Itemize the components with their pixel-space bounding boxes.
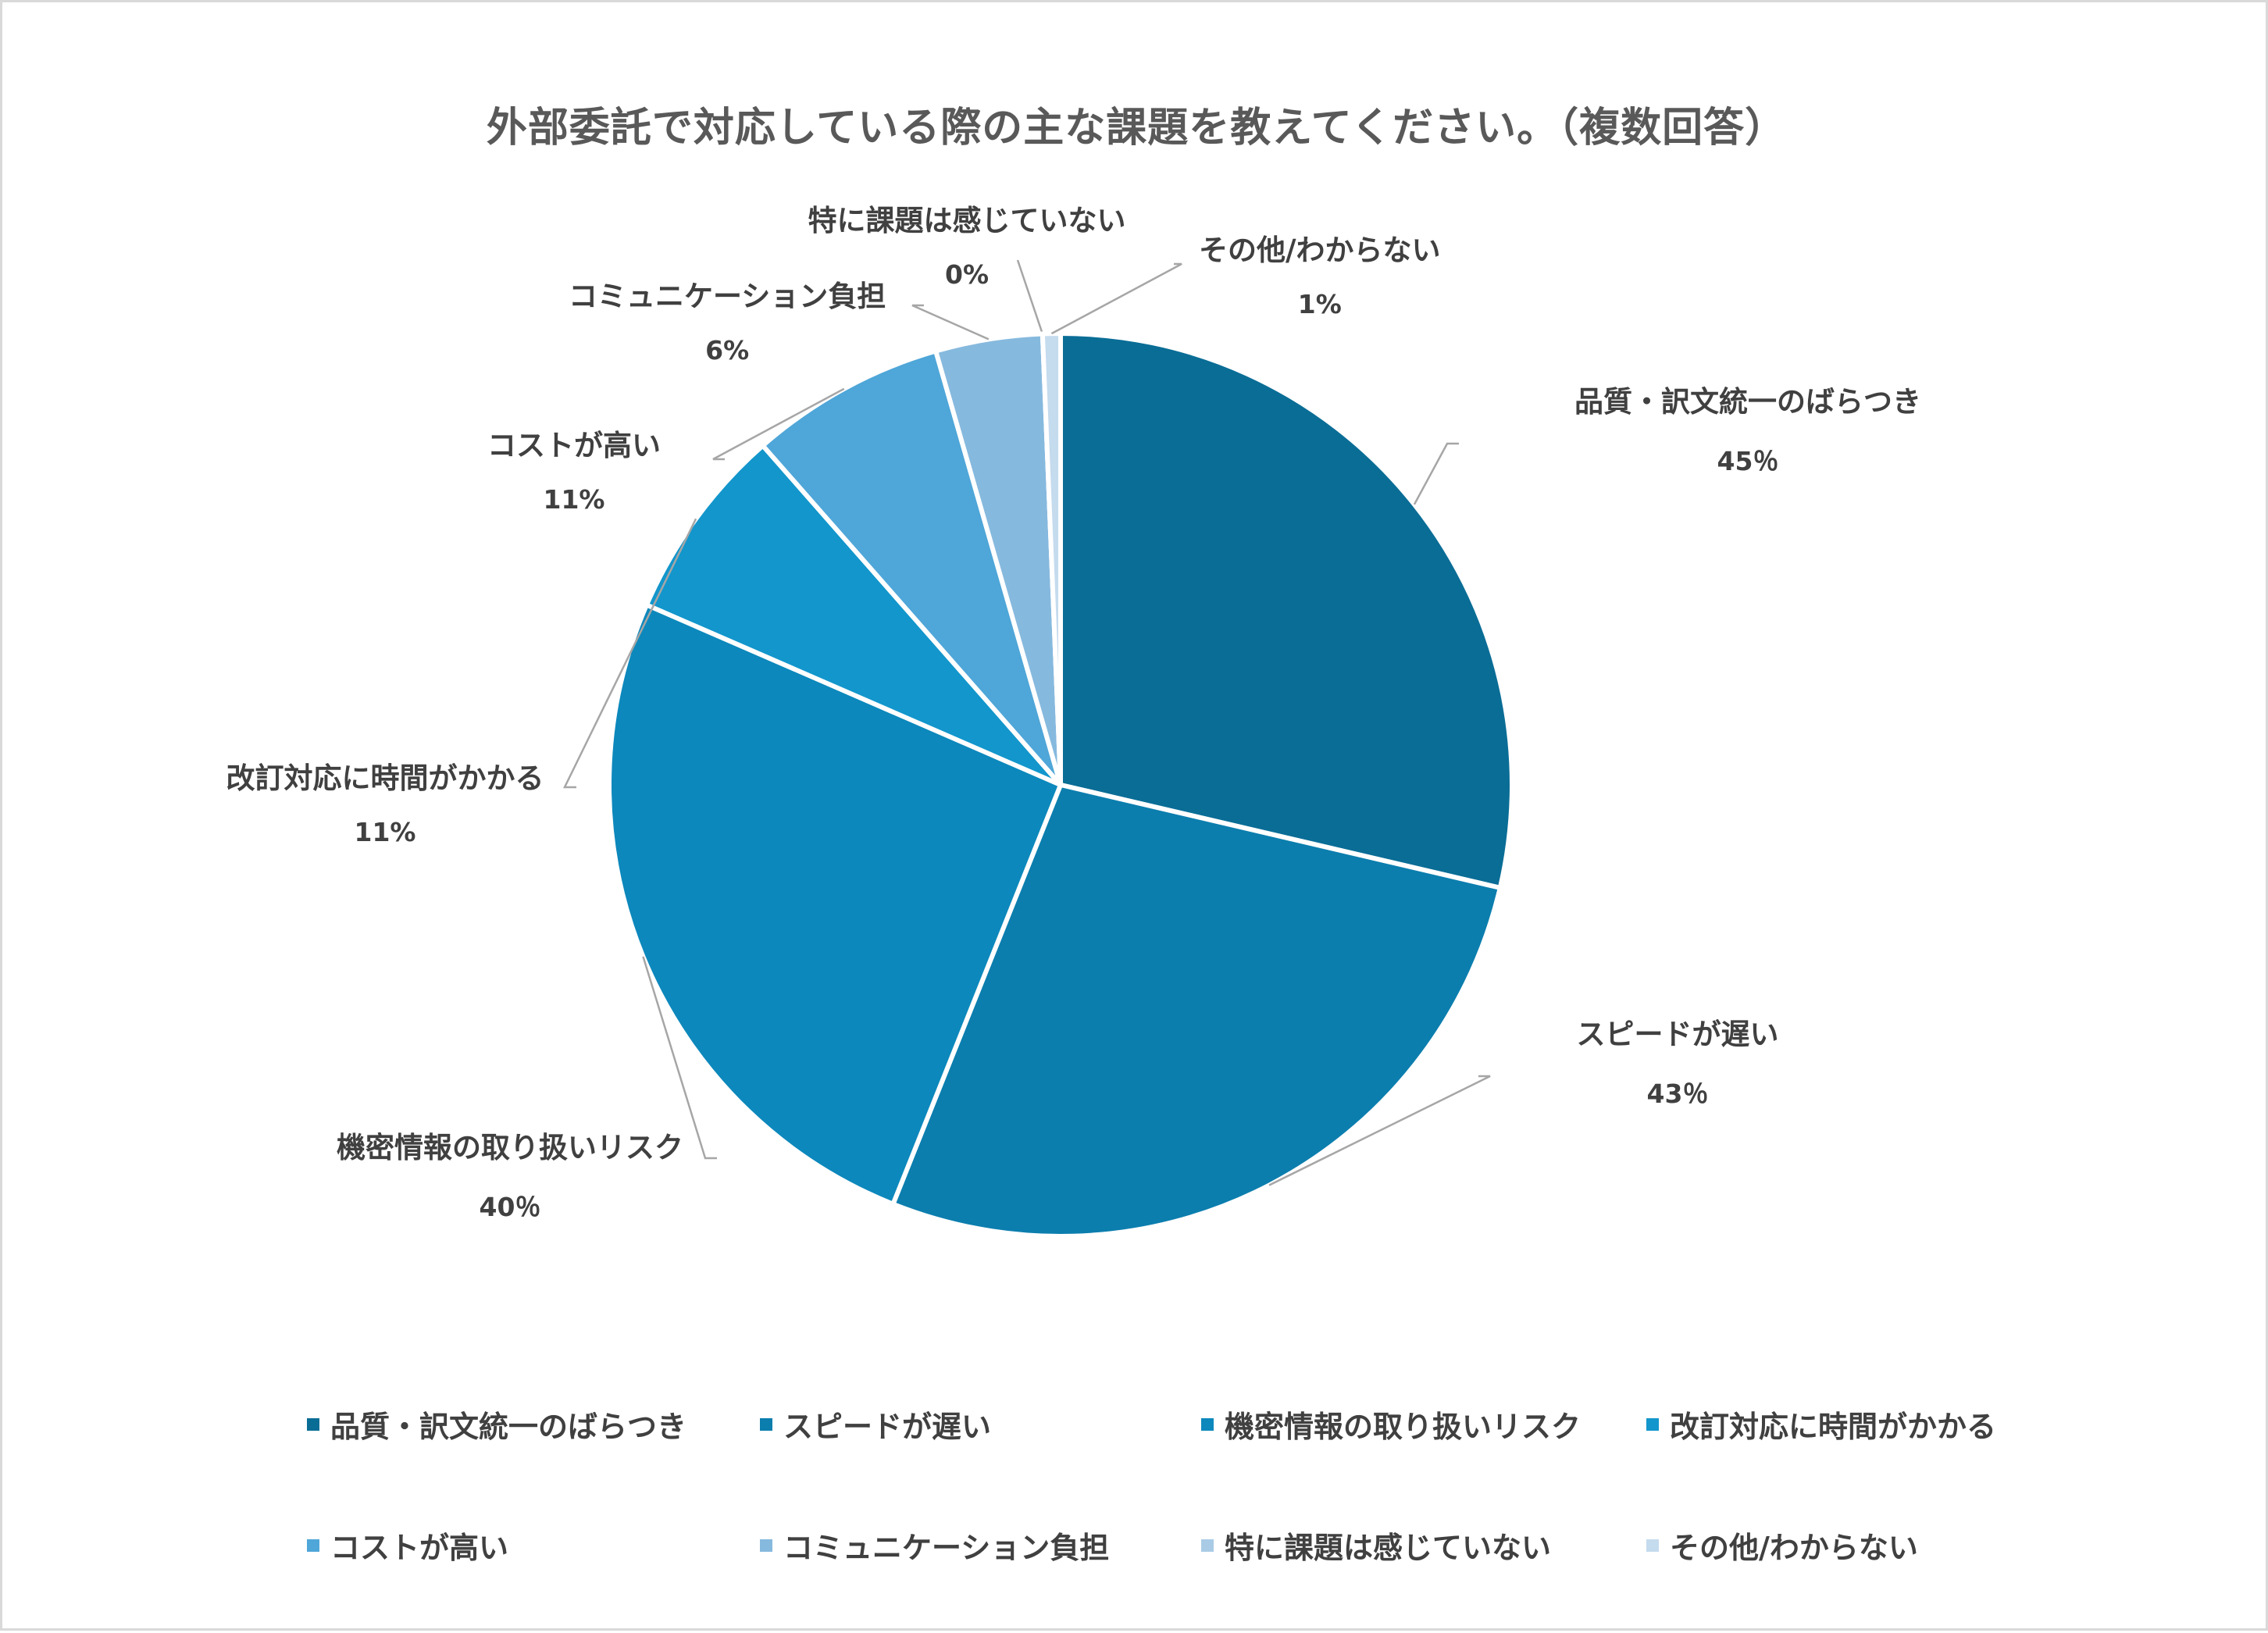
data-label-category: 品質・訳文統一のばらつき: [1574, 385, 1921, 419]
data-label-value: 40％: [479, 1192, 541, 1222]
data-label-value: 0%: [944, 258, 990, 290]
data-label-value: 1%: [1297, 288, 1342, 319]
data-label-value: 11%: [354, 816, 416, 847]
pie-slice: [1058, 330, 1514, 891]
data-label-category: コミュニケーション負担: [569, 279, 886, 313]
data-label: 特に課題は感じていない 0%: [808, 197, 1126, 290]
pie-slice: [890, 782, 1503, 1239]
data-label: コミュニケーション負担 6%: [569, 273, 886, 365]
leader-line: [562, 518, 697, 789]
chart-title: 外部委託で対応している際の主な課題を教えてください。（複数回答）: [486, 105, 1787, 152]
data-label: スピードが遅い 43％: [1577, 1011, 1779, 1111]
data-label-category: 改訂対応に時間がかかる: [226, 761, 544, 795]
data-label-value: 45％: [1717, 446, 1779, 476]
data-label-category: その他/わからない: [1199, 233, 1441, 267]
data-label: 機密情報の取り扱いリスク 40％: [337, 1124, 683, 1224]
leader-line: [1050, 262, 1182, 335]
data-label: コストが高い 11%: [487, 422, 661, 515]
leader-line: [1016, 259, 1044, 334]
leader-line: [642, 956, 717, 1160]
data-label: 品質・訳文統一のばらつき 45％: [1574, 378, 1921, 478]
data-label: 改訂対応に時間がかかる 11%: [226, 754, 544, 847]
leader-line: [1413, 442, 1459, 505]
data-label-value: 43％: [1646, 1079, 1709, 1109]
data-label: その他/わからない 1%: [1199, 226, 1441, 319]
pie-slice: [759, 348, 1063, 786]
data-label-category: コストが高い: [487, 428, 661, 462]
data-label-category: 特に課題は感じていない: [808, 203, 1126, 237]
data-label-value: 11%: [543, 483, 605, 515]
data-label-category: 機密情報の取り扱いリスク: [337, 1131, 683, 1164]
data-label-category: スピードが遅い: [1576, 1018, 1779, 1051]
leader-line: [1268, 1075, 1491, 1186]
pie-slice: [606, 601, 1064, 1207]
data-label-value: 6%: [705, 334, 750, 365]
pie-slice: [1040, 330, 1063, 786]
leader-line: [712, 387, 845, 461]
leader-line: [911, 304, 990, 341]
